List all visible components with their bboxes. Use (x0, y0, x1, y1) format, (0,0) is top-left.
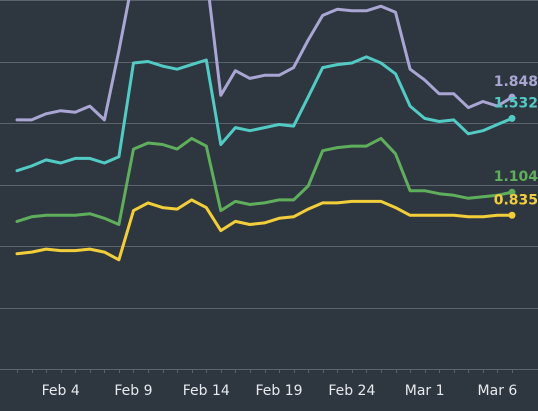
series-end-marker (508, 188, 516, 196)
series-line (15, 198, 514, 262)
series-line (15, 136, 514, 226)
series-end-label: 1.848 (494, 74, 538, 90)
grid-layer (0, 0, 538, 309)
series-end-label: 1.104 (494, 169, 538, 185)
x-axis: Feb 4 Feb 9 Feb 14 Feb 19 Feb 24 Mar 1 Mar 6 (0, 369, 538, 399)
x-tick-label: Feb 24 (328, 383, 375, 399)
x-tick-label: Feb 4 (42, 383, 80, 399)
end-labels: 1.848 1.532 1.104 0.835 (494, 74, 538, 208)
series-end-marker (508, 114, 516, 122)
x-tick-label: Mar 6 (478, 383, 518, 399)
x-tick-label: Feb 9 (114, 383, 152, 399)
x-tick-label: Mar 1 (405, 383, 445, 399)
series-layer (15, 0, 516, 262)
x-tick-label: Feb 19 (256, 383, 303, 399)
series-end-marker (508, 93, 516, 101)
x-tick-label: Feb 14 (183, 383, 230, 399)
series-end-label: 1.532 (494, 95, 538, 111)
series-end-marker (508, 211, 516, 219)
series-line (15, 55, 514, 173)
series-line (15, 0, 514, 122)
series-end-label: 0.835 (494, 192, 538, 208)
